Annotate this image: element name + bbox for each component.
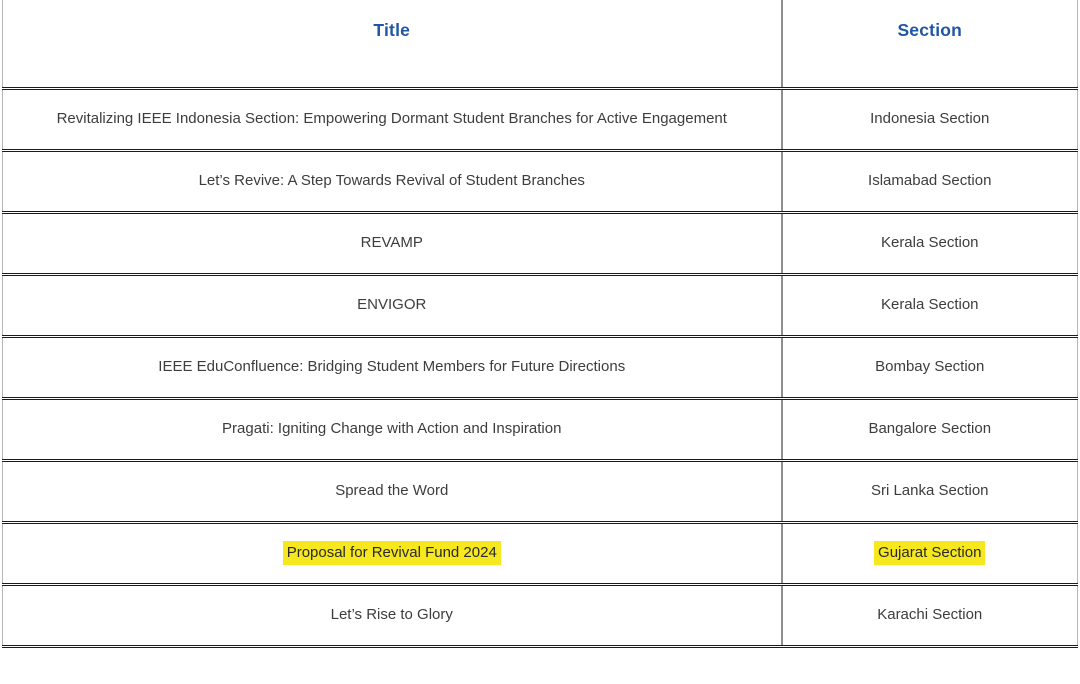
section-cell: Indonesia Section (781, 88, 1078, 152)
title-cell: Spread the Word (2, 460, 783, 524)
section-text: Islamabad Section (868, 172, 992, 190)
table-body: Revitalizing IEEE Indonesia Section: Emp… (2, 88, 1078, 648)
title-cell: Let’s Revive: A Step Towards Revival of … (2, 150, 783, 214)
table-row: ENVIGOR Kerala Section (2, 274, 1078, 338)
section-text: Karachi Section (877, 606, 983, 624)
section-text: Kerala Section (880, 234, 979, 252)
table-row: Let’s Rise to Glory Karachi Section (2, 584, 1078, 648)
title-text: Proposal for Revival Fund 2024 (282, 541, 501, 565)
section-cell: Bangalore Section (781, 398, 1078, 462)
table-header-row: Title Section (2, 0, 1078, 90)
table-row: Revitalizing IEEE Indonesia Section: Emp… (2, 88, 1078, 152)
table-row: REVAMP Kerala Section (2, 212, 1078, 276)
title-cell: IEEE EduConfluence: Bridging Student Mem… (2, 336, 783, 400)
column-header-title: Title (2, 0, 783, 90)
section-text: Kerala Section (880, 296, 979, 314)
title-cell: REVAMP (2, 212, 783, 276)
title-cell: Pragati: Igniting Change with Action and… (2, 398, 783, 462)
title-text: ENVIGOR (357, 296, 427, 314)
table-row: IEEE EduConfluence: Bridging Student Mem… (2, 336, 1078, 400)
proposals-table: Title Section Revitalizing IEEE Indonesi… (2, 0, 1078, 648)
title-cell: ENVIGOR (2, 274, 783, 338)
section-cell: Gujarat Section (781, 522, 1078, 586)
title-cell: Let’s Rise to Glory (2, 584, 783, 648)
title-cell: Revitalizing IEEE Indonesia Section: Emp… (2, 88, 783, 152)
section-cell: Sri Lanka Section (781, 460, 1078, 524)
table-row: Proposal for Revival Fund 2024 Gujarat S… (2, 522, 1078, 586)
section-cell: Kerala Section (781, 212, 1078, 276)
section-text: Gujarat Section (874, 541, 986, 565)
table-row: Pragati: Igniting Change with Action and… (2, 398, 1078, 462)
column-header-section: Section (781, 0, 1078, 90)
title-text: Revitalizing IEEE Indonesia Section: Emp… (56, 110, 727, 128)
section-text: Sri Lanka Section (870, 482, 989, 500)
table-row: Spread the Word Sri Lanka Section (2, 460, 1078, 524)
section-cell: Kerala Section (781, 274, 1078, 338)
title-cell: Proposal for Revival Fund 2024 (2, 522, 783, 586)
section-text: Bangalore Section (868, 420, 992, 438)
title-text: Let’s Rise to Glory (330, 606, 453, 624)
section-cell: Karachi Section (781, 584, 1078, 648)
title-text: REVAMP (360, 234, 423, 252)
section-text: Indonesia Section (870, 110, 990, 128)
section-cell: Islamabad Section (781, 150, 1078, 214)
title-text: Let’s Revive: A Step Towards Revival of … (198, 172, 585, 190)
section-cell: Bombay Section (781, 336, 1078, 400)
title-text: Pragati: Igniting Change with Action and… (222, 420, 562, 438)
title-text: Spread the Word (335, 482, 449, 500)
title-text: IEEE EduConfluence: Bridging Student Mem… (158, 358, 626, 376)
table-row: Let’s Revive: A Step Towards Revival of … (2, 150, 1078, 214)
section-text: Bombay Section (875, 358, 985, 376)
